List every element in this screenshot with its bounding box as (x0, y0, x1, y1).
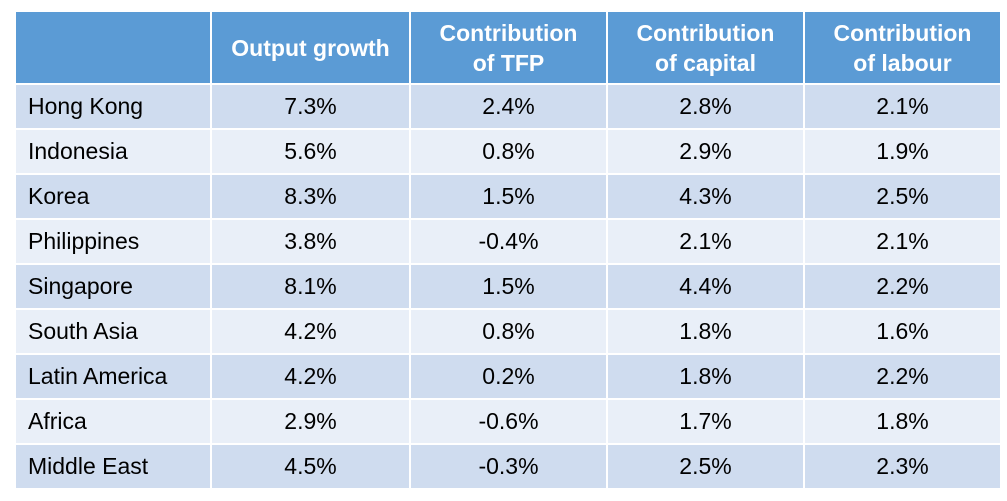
table-row: Hong Kong 7.3% 2.4% 2.8% 2.1% (16, 85, 1000, 128)
column-header-line: Output growth (231, 34, 390, 61)
value-cell: 3.8% (212, 220, 409, 263)
header-contribution-capital: Contribution of capital (608, 12, 803, 83)
header-contribution-labour: Contribution of labour (805, 12, 1000, 83)
region-name: Singapore (16, 265, 210, 308)
value-cell: 2.1% (608, 220, 803, 263)
value-cell: 5.6% (212, 130, 409, 173)
value-cell: 0.8% (411, 310, 606, 353)
value-cell: 2.1% (805, 220, 1000, 263)
region-name: Indonesia (16, 130, 210, 173)
table-row: Singapore 8.1% 1.5% 4.4% 2.2% (16, 265, 1000, 308)
value-cell: 1.6% (805, 310, 1000, 353)
table-row: Middle East 4.5% -0.3% 2.5% 2.3% (16, 445, 1000, 488)
value-cell: 7.3% (212, 85, 409, 128)
region-name: South Asia (16, 310, 210, 353)
value-cell: -0.4% (411, 220, 606, 263)
value-cell: 1.5% (411, 175, 606, 218)
value-cell: 4.2% (212, 355, 409, 398)
value-cell: 2.5% (805, 175, 1000, 218)
column-header-line: of capital (655, 49, 756, 76)
value-cell: 2.9% (212, 400, 409, 443)
value-cell: -0.6% (411, 400, 606, 443)
value-cell: 0.2% (411, 355, 606, 398)
region-name: Latin America (16, 355, 210, 398)
column-header-line: of labour (853, 49, 952, 76)
value-cell: 2.4% (411, 85, 606, 128)
growth-accounting-table: Output growth Contribution of TFP Contribut… (14, 10, 1002, 490)
value-cell: 1.8% (608, 310, 803, 353)
value-cell: -0.3% (411, 445, 606, 488)
value-cell: 2.5% (608, 445, 803, 488)
table-row: Philippines 3.8% -0.4% 2.1% 2.1% (16, 220, 1000, 263)
region-name: Hong Kong (16, 85, 210, 128)
value-cell: 1.5% (411, 265, 606, 308)
table-body: Hong Kong 7.3% 2.4% 2.8% 2.1% Indonesia 5.6% 0.… (16, 85, 1000, 488)
column-header-line: Contribution (439, 19, 578, 46)
value-cell: 1.8% (805, 400, 1000, 443)
region-name: Middle East (16, 445, 210, 488)
header-contribution-tfp: Contribution of TFP (411, 12, 606, 83)
column-header-line: of TFP (472, 49, 545, 76)
value-cell: 8.3% (212, 175, 409, 218)
column-header-line: Contribution (636, 19, 775, 46)
table-row: South Asia 4.2% 0.8% 1.8% 1.6% (16, 310, 1000, 353)
value-cell: 2.8% (608, 85, 803, 128)
value-cell: 2.3% (805, 445, 1000, 488)
table-row: Korea 8.3% 1.5% 4.3% 2.5% (16, 175, 1000, 218)
table-row: Indonesia 5.6% 0.8% 2.9% 1.9% (16, 130, 1000, 173)
region-name: Africa (16, 400, 210, 443)
value-cell: 2.2% (805, 265, 1000, 308)
value-cell: 2.2% (805, 355, 1000, 398)
table-header-row: Output growth Contribution of TFP Contribut… (16, 12, 1000, 83)
column-header-line: Contribution (833, 19, 972, 46)
region-name: Korea (16, 175, 210, 218)
value-cell: 0.8% (411, 130, 606, 173)
header-output-growth: Output growth (212, 12, 409, 83)
value-cell: 4.4% (608, 265, 803, 308)
header-corner (16, 12, 210, 83)
value-cell: 1.8% (608, 355, 803, 398)
region-name: Philippines (16, 220, 210, 263)
value-cell: 1.9% (805, 130, 1000, 173)
value-cell: 4.5% (212, 445, 409, 488)
table-row: Africa 2.9% -0.6% 1.7% 1.8% (16, 400, 1000, 443)
value-cell: 1.7% (608, 400, 803, 443)
value-cell: 4.2% (212, 310, 409, 353)
value-cell: 2.1% (805, 85, 1000, 128)
value-cell: 4.3% (608, 175, 803, 218)
value-cell: 2.9% (608, 130, 803, 173)
value-cell: 8.1% (212, 265, 409, 308)
table-row: Latin America 4.2% 0.2% 1.8% 2.2% (16, 355, 1000, 398)
